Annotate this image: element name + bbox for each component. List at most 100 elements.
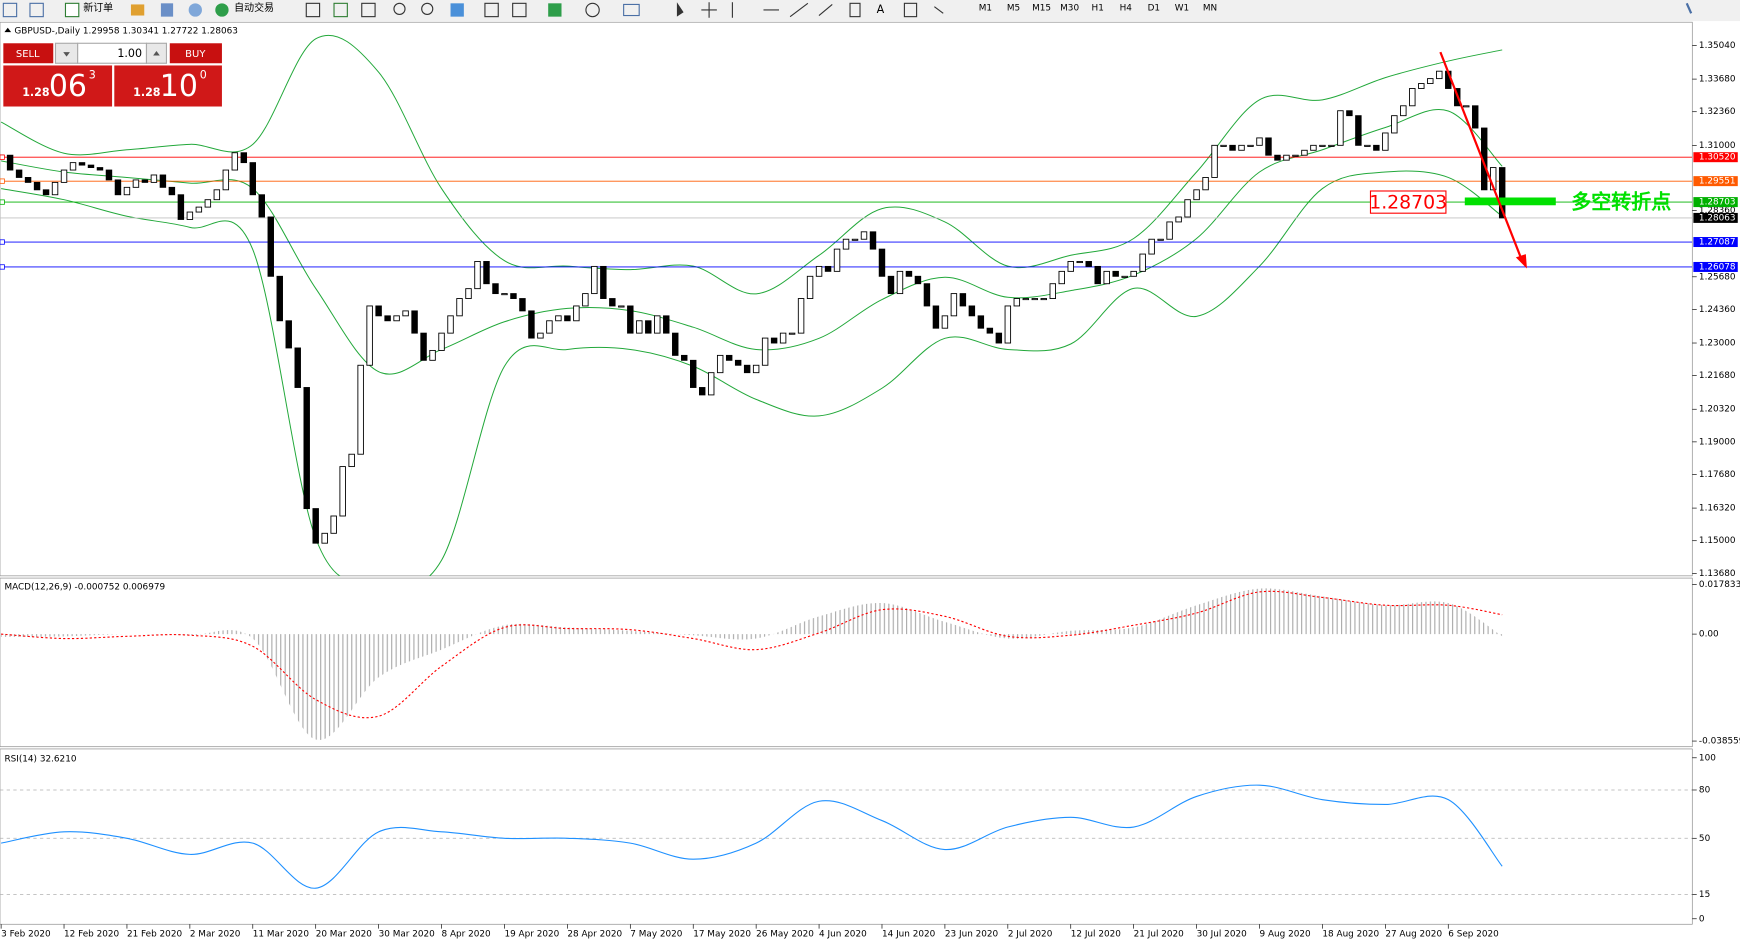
- candle: [1472, 105, 1479, 129]
- candle: [995, 332, 1003, 344]
- timeframe-button[interactable]: H1: [1092, 3, 1104, 13]
- buy-button[interactable]: [169, 43, 222, 64]
- timeframe-button[interactable]: H4: [1120, 3, 1133, 13]
- sell-label[interactable]: SELL: [16, 49, 40, 60]
- candle: [258, 194, 265, 218]
- candle: [1463, 105, 1470, 108]
- x-tick-label: 30 Jul 2020: [1197, 930, 1248, 940]
- y-tick-label: 1.35040: [1699, 41, 1736, 51]
- candle: [1040, 298, 1047, 301]
- candle: [609, 298, 616, 307]
- candle: [1211, 144, 1218, 178]
- bollinger-lower: [1, 170, 1503, 576]
- candle: [1301, 149, 1308, 156]
- timeframe-button[interactable]: M5: [1007, 3, 1020, 13]
- candle: [312, 508, 319, 544]
- candle: [600, 265, 607, 299]
- candle: [1031, 298, 1039, 301]
- y-tick-label: 0.00: [1699, 630, 1719, 640]
- candle: [321, 532, 328, 544]
- candle: [51, 181, 59, 196]
- candle: [833, 248, 841, 272]
- collapse-icon[interactable]: [4, 27, 12, 33]
- y-tick-label: 1.13680: [1699, 569, 1736, 579]
- candle: [6, 154, 14, 171]
- candle: [1274, 154, 1281, 161]
- candle: [770, 337, 778, 344]
- candle: [285, 320, 292, 349]
- lot-value[interactable]: 1.00: [117, 47, 142, 60]
- toolbar-button[interactable]: 自动交易: [234, 1, 274, 14]
- candle: [393, 315, 400, 322]
- x-tick-label: 3 Feb 2020: [1, 930, 51, 940]
- candle: [1337, 110, 1344, 146]
- candle: [654, 315, 661, 334]
- candle: [483, 261, 490, 285]
- price-label: 1.28703: [1699, 198, 1736, 208]
- candle: [788, 332, 796, 335]
- candle: [663, 315, 670, 334]
- candle: [69, 162, 77, 171]
- level-callout-box: [1369, 190, 1447, 214]
- x-tick-label: 23 Jun 2020: [945, 930, 999, 940]
- candle: [447, 315, 454, 334]
- bid-box[interactable]: [3, 65, 113, 107]
- candle: [465, 288, 472, 299]
- timeframe-button[interactable]: D1: [1148, 3, 1160, 13]
- price-label-box: [1693, 261, 1738, 272]
- candle: [1004, 305, 1012, 344]
- candle: [743, 364, 751, 374]
- y-tick-label: 1.17680: [1699, 470, 1736, 480]
- candle: [195, 206, 203, 213]
- candle: [1103, 270, 1110, 285]
- candle: [1238, 144, 1245, 151]
- candle: [186, 211, 194, 220]
- timeframe-button[interactable]: M15: [1032, 3, 1051, 13]
- candle: [1355, 115, 1362, 146]
- timeframe-button[interactable]: M30: [1060, 3, 1079, 13]
- macd-plot: [1, 588, 1503, 741]
- candle: [1094, 265, 1101, 285]
- candle: [1220, 144, 1227, 147]
- x-tick-label: 26 May 2020: [756, 930, 814, 940]
- candle: [60, 169, 68, 183]
- candle: [1184, 199, 1191, 218]
- candle: [429, 349, 436, 361]
- x-tick-label: 8 Apr 2020: [442, 930, 492, 940]
- candle: [1319, 144, 1326, 147]
- candle: [294, 347, 301, 388]
- svg-text:A: A: [877, 3, 885, 16]
- price-line-marker: [0, 264, 5, 270]
- candle: [752, 364, 760, 374]
- timeframe-button[interactable]: MN: [1203, 3, 1217, 13]
- candle: [438, 332, 445, 351]
- candle: [878, 248, 886, 277]
- x-tick-label: 28 Apr 2020: [567, 930, 622, 940]
- candle: [698, 387, 706, 396]
- candle: [842, 238, 850, 250]
- candle: [213, 189, 221, 201]
- sell-button[interactable]: [3, 43, 54, 64]
- candle: [582, 293, 589, 307]
- candle: [761, 337, 769, 366]
- candle: [78, 162, 86, 166]
- y-tick-label: 1.31000: [1699, 141, 1736, 151]
- candle: [869, 231, 877, 250]
- candle: [123, 186, 131, 196]
- y-tick-label: 0: [1699, 914, 1705, 924]
- candle: [96, 167, 104, 171]
- timeframe-button[interactable]: M1: [979, 3, 992, 13]
- buy-label[interactable]: BUY: [185, 49, 206, 60]
- candle: [276, 275, 283, 322]
- current-price-label: 1.28063: [1699, 213, 1736, 223]
- toolbar-button[interactable]: 新订单: [83, 1, 113, 14]
- ask-box[interactable]: [114, 65, 222, 107]
- candle: [905, 270, 913, 277]
- timeframe-button[interactable]: W1: [1175, 3, 1189, 13]
- candle: [932, 305, 940, 329]
- candle: [1139, 253, 1146, 272]
- candle: [510, 293, 517, 299]
- macd-histogram: [1, 588, 1503, 741]
